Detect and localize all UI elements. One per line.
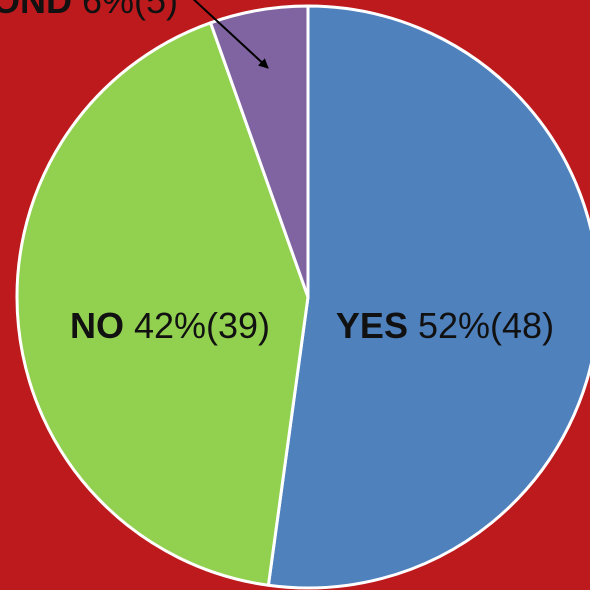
slice-label-yes-name: YES xyxy=(336,305,408,346)
pie-slices xyxy=(15,4,590,590)
pie-slice-no xyxy=(15,21,310,587)
slice-label-no: NO 42%(39) xyxy=(70,305,270,346)
slice-label-ond-name: OND xyxy=(0,0,72,21)
slice-label-ond: OND 6%(5) xyxy=(0,0,178,21)
slice-label-yes-value: 52%(48) xyxy=(418,305,554,346)
slice-label-no-value: 42%(39) xyxy=(134,305,270,346)
ond-leader-arrow xyxy=(192,0,269,69)
slice-label-yes: YES 52%(48) xyxy=(336,305,554,346)
slice-label-no-name: NO xyxy=(70,305,124,346)
slice-label-ond-value: 6%(5) xyxy=(82,0,178,21)
pie-slice-ond xyxy=(209,4,310,299)
pie-slice-yes xyxy=(266,4,590,590)
